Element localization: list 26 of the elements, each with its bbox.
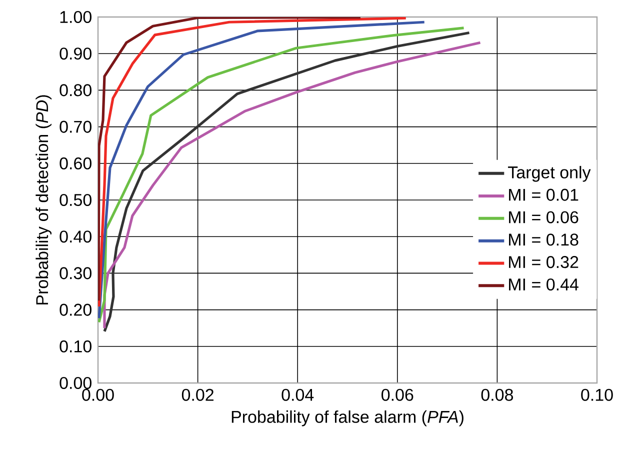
legend-label: MI = 0.01: [509, 188, 578, 201]
legend-label: Target only: [508, 166, 591, 182]
y-tick-label: 1.00: [60, 10, 92, 24]
y-tick-label: 0.20: [60, 304, 92, 316]
x-tick-label: 0.04: [282, 388, 314, 401]
x-tick-label: 0.08: [481, 388, 514, 401]
legend-label: MI = 0.18: [509, 234, 578, 246]
legend-label: MI = 0.06: [509, 211, 578, 224]
y-tick-label: 0.30: [60, 267, 92, 280]
y-tick-label: 0.10: [60, 340, 92, 352]
x-tick-label: 0.10: [581, 388, 613, 401]
y-tick-label: 0.00: [60, 376, 92, 390]
y-tick-label: 0.80: [60, 84, 92, 96]
x-tick-label: 0.00: [82, 388, 114, 401]
y-tick-label: 0.40: [60, 230, 92, 243]
y-tick-label: 0.60: [60, 157, 92, 170]
line-series: [98, 16, 362, 302]
x-tick-label: 0.06: [382, 388, 414, 401]
y-axis-title: Probability of detection (PD): [36, 95, 52, 304]
y-tick-label: 0.70: [60, 120, 92, 133]
y-tick-label: 0.50: [60, 194, 92, 206]
legend-label: MI = 0.32: [509, 256, 578, 268]
legend-label: MI = 0.44: [509, 278, 578, 291]
x-axis-title: Probability of false alarm (PFA): [232, 410, 464, 426]
y-tick-label: 0.90: [60, 48, 92, 60]
x-tick-label: 0.02: [182, 388, 214, 401]
